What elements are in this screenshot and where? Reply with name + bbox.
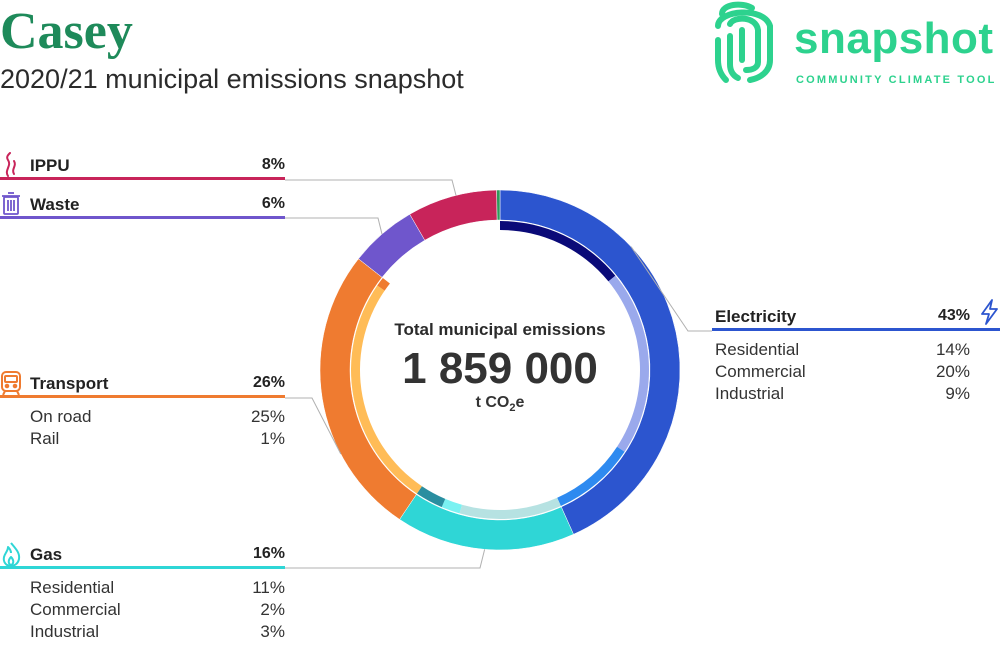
leader-line-transport xyxy=(285,397,342,455)
donut-subslice-gas-commercial xyxy=(441,498,462,514)
category-percent: 8% xyxy=(261,156,285,173)
category-transport: Transport 26% On road 25% Rail 1% xyxy=(0,370,285,448)
total-value: 1 859 000 xyxy=(402,344,598,393)
category-underline xyxy=(0,177,285,180)
leader-line-electricity xyxy=(630,246,712,332)
donut-slice-electricity xyxy=(499,189,681,535)
donut-subslice-gas-industrial xyxy=(416,486,446,508)
sub-row-gas-commercial: Commercial 2% xyxy=(30,600,285,619)
category-underline xyxy=(712,328,1000,331)
donut-subslice-electricity-residential xyxy=(500,221,616,282)
donut-subslice-gas-residential xyxy=(459,497,561,519)
category-percent: 16% xyxy=(252,545,285,562)
leader-line-waste xyxy=(285,217,383,235)
category-ippu: IPPU 8% xyxy=(0,152,285,180)
leader-line-gas xyxy=(285,549,486,569)
snapshot-logo: snapshot COMMUNITY CLIMATE TOOL xyxy=(712,0,1000,90)
page-subtitle: 2020/21 municipal emissions snapshot xyxy=(0,64,464,94)
logo-wordmark: snapshot xyxy=(794,14,994,63)
trash-icon xyxy=(2,192,20,215)
train-icon xyxy=(1,371,21,396)
donut-center: Total municipal emissions 1 859 000 t CO… xyxy=(360,320,640,414)
donut-slice-ippu xyxy=(409,189,498,241)
category-percent: 26% xyxy=(252,374,285,391)
category-percent: 6% xyxy=(261,195,285,212)
category-name: IPPU xyxy=(30,156,70,175)
category-gas: Gas 16% Residential 11% Commercial 2% In… xyxy=(0,541,285,641)
sub-row-gas-industrial: Industrial 3% xyxy=(30,622,285,641)
council-name: Casey xyxy=(0,3,133,60)
lightning-icon xyxy=(981,299,998,325)
category-underline xyxy=(0,395,285,398)
sub-row-on-road: On road 25% xyxy=(30,407,285,426)
sub-row-rail: Rail 1% xyxy=(30,429,285,448)
category-name: Transport xyxy=(30,374,109,393)
sub-row-elec-commercial: Commercial 20% xyxy=(715,362,970,381)
category-name: Waste xyxy=(30,195,80,214)
category-electricity: Electricity 43% Residential 14% Commerci… xyxy=(712,299,1000,403)
category-waste: Waste 6% xyxy=(0,191,285,219)
category-underline xyxy=(0,566,285,569)
category-name: Electricity xyxy=(715,307,797,326)
fingerprint-icon xyxy=(715,1,773,83)
logo-tagline: COMMUNITY CLIMATE TOOL xyxy=(796,74,997,86)
donut-subslice-transport-on-road xyxy=(351,285,422,494)
flame-icon xyxy=(2,542,21,567)
total-unit: t CO2e xyxy=(475,394,525,415)
sub-row-gas-residential: Residential 11% xyxy=(30,578,285,597)
sub-row-elec-residential: Residential 14% xyxy=(715,340,970,359)
donut-subslice-transport-rail xyxy=(377,277,390,291)
donut-slice-other xyxy=(496,189,501,221)
sub-row-elec-industrial: Industrial 9% xyxy=(715,384,970,403)
donut-subslice-electricity-industrial xyxy=(557,446,625,507)
category-underline xyxy=(0,216,285,219)
donut-subslice-electricity-commercial xyxy=(608,275,649,452)
total-label: Total municipal emissions xyxy=(394,320,606,339)
smoke-icon xyxy=(5,152,16,177)
category-percent: 43% xyxy=(937,307,970,324)
category-name: Gas xyxy=(30,545,63,564)
leader-line-ippu xyxy=(285,179,457,196)
